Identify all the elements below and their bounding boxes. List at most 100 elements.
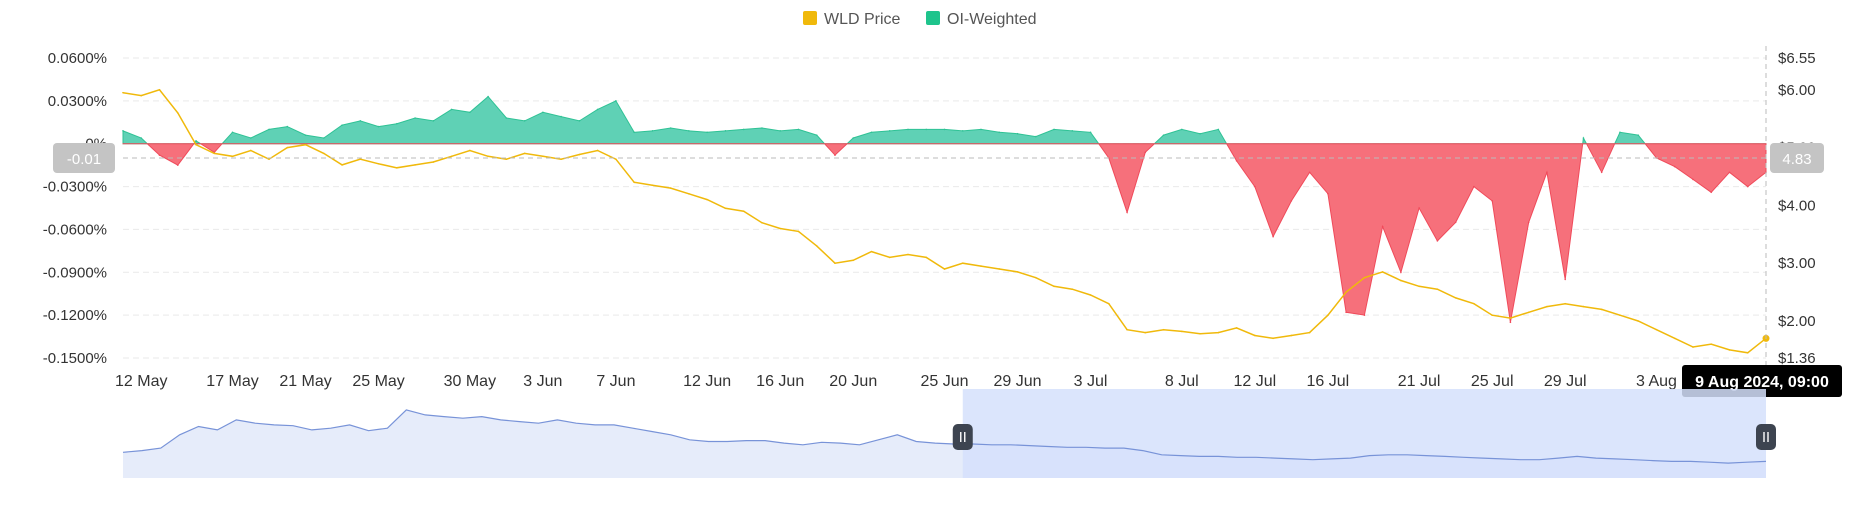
oi-weighted-point: [1254, 185, 1256, 188]
wld-price-point: [231, 155, 234, 158]
wld-price-point: [1491, 314, 1493, 317]
wld-price-point: [377, 162, 380, 165]
wld-price-point: [1619, 314, 1621, 317]
navigator-handle-right-grip[interactable]: [1756, 424, 1776, 450]
oi-weighted-point: [779, 130, 781, 132]
wld-price-point: [195, 143, 197, 146]
oi-weighted-point: [1527, 221, 1530, 224]
y-left-tick-label: -0.0300%: [43, 179, 107, 196]
legend-label-wld-price[interactable]: WLD Price: [824, 11, 901, 28]
wld-price-point: [249, 149, 252, 152]
oi-weighted-point: [1746, 185, 1749, 188]
wld-price-point: [980, 265, 982, 267]
wld-price-point: [669, 187, 672, 189]
legend[interactable]: WLD Price OI-Weighted: [803, 11, 1037, 28]
oi-weighted-point: [195, 140, 197, 142]
oi-weighted-point: [231, 131, 234, 134]
navigator-handle-left-grip[interactable]: [952, 424, 973, 450]
range-navigator[interactable]: [122, 389, 1776, 478]
wld-price-point: [1272, 337, 1274, 340]
y-right-tick-label: $1.36: [1778, 350, 1816, 367]
oi-weighted-point: [268, 128, 270, 131]
y-left-tick-label: -0.0900%: [43, 264, 107, 281]
wld-price-point: [742, 210, 745, 212]
x-tick-label: 21 Jul: [1398, 373, 1441, 390]
wld-price-point: [560, 158, 562, 160]
x-tick-label: 25 Jul: [1471, 373, 1514, 390]
oi-weighted-point: [797, 128, 800, 131]
oi-weighted-point: [1582, 137, 1585, 139]
wld-price-point: [1290, 334, 1293, 337]
wld-price-point: [998, 268, 1001, 270]
y-right-tick-label: $6.55: [1778, 50, 1816, 67]
oi-weighted-point: [888, 130, 891, 132]
wld-price-point: [1582, 305, 1585, 308]
wld-price-point: [1692, 346, 1694, 348]
wld-price-point: [268, 158, 270, 160]
wld-price-point: [888, 256, 891, 259]
x-tick-label: 7 Jun: [596, 373, 635, 390]
oi-weighted-point: [1144, 151, 1147, 154]
oi-weighted-point: [815, 134, 818, 136]
x-tick-label: 8 Jul: [1165, 373, 1199, 390]
wld-price-point: [1746, 351, 1749, 354]
oi-weighted-point: [651, 130, 654, 132]
oi-weighted-point: [1381, 225, 1384, 228]
oi-weighted-point: [615, 100, 617, 102]
oi-weighted-point: [1235, 160, 1238, 162]
wld-price-point: [1053, 285, 1055, 288]
oi-weighted-point: [706, 131, 708, 134]
oi-weighted-point: [669, 127, 672, 129]
wld-price-line: [122, 88, 1770, 354]
oi-weighted-point: [414, 117, 416, 119]
navigator-handle-right[interactable]: [1756, 424, 1776, 450]
x-tick-label: 12 Jul: [1233, 373, 1276, 390]
wld-price-point: [706, 198, 708, 201]
wld-price-point: [1217, 331, 1220, 334]
x-tick-label: 29 Jun: [993, 373, 1041, 390]
y-left-tick-label: 0.0600%: [48, 50, 107, 67]
oi-weighted-point: [1053, 128, 1055, 131]
x-tick-label: 25 Jun: [920, 373, 968, 390]
oi-weighted-point: [1345, 311, 1347, 314]
oi-weighted-point: [998, 131, 1001, 134]
wld-price-point: [1527, 311, 1530, 314]
oi-weighted-point: [578, 120, 581, 122]
wld-price-point: [1673, 337, 1676, 340]
legend-swatch-wld-price[interactable]: [803, 11, 817, 25]
oi-weighted-point: [1272, 235, 1274, 238]
wld-price-point: [469, 149, 471, 152]
wld-price-point: [213, 152, 216, 155]
oi-weighted-point: [1619, 131, 1621, 134]
oi-weighted-point: [1071, 130, 1074, 132]
wld-price-point: [633, 181, 635, 184]
wld-price-point: [1199, 332, 1201, 335]
crosshair-left-value: -0.01: [67, 151, 101, 168]
oi-weighted-point: [1089, 131, 1092, 134]
oi-weighted-point: [633, 131, 635, 134]
x-axis: 12 May 17 May 21 May 25 May 30 May 3 Jun 7 Jun…: [115, 373, 1677, 390]
wld-price-point: [1564, 302, 1566, 305]
oi-weighted-point: [1181, 128, 1183, 131]
wld-price-point: [122, 91, 124, 94]
x-tick-label: 12 Jun: [683, 373, 731, 390]
oi-weighted-point: [158, 154, 161, 156]
navigator-selected-range[interactable]: [962, 389, 1766, 478]
wld-price-point: [651, 184, 654, 186]
oi-weighted-point: [122, 130, 124, 132]
oi-weighted-point: [943, 128, 946, 131]
wld-price-point: [1381, 271, 1384, 273]
wld-price-point: [432, 161, 435, 163]
y-left-tick-label: -0.0600%: [43, 221, 107, 238]
wld-price-point: [1016, 271, 1019, 273]
oi-weighted-point: [907, 128, 909, 131]
legend-swatch-oi-weighted[interactable]: [926, 11, 940, 25]
oi-weighted-point: [1016, 132, 1019, 135]
legend-label-oi-weighted[interactable]: OI-Weighted: [947, 11, 1037, 28]
oi-weighted-point: [870, 131, 873, 134]
wld-price-point: [1235, 327, 1238, 329]
wld-price-point: [852, 259, 855, 262]
oi-weighted-point: [1491, 200, 1493, 202]
navigator-handle-left[interactable]: [952, 424, 973, 450]
